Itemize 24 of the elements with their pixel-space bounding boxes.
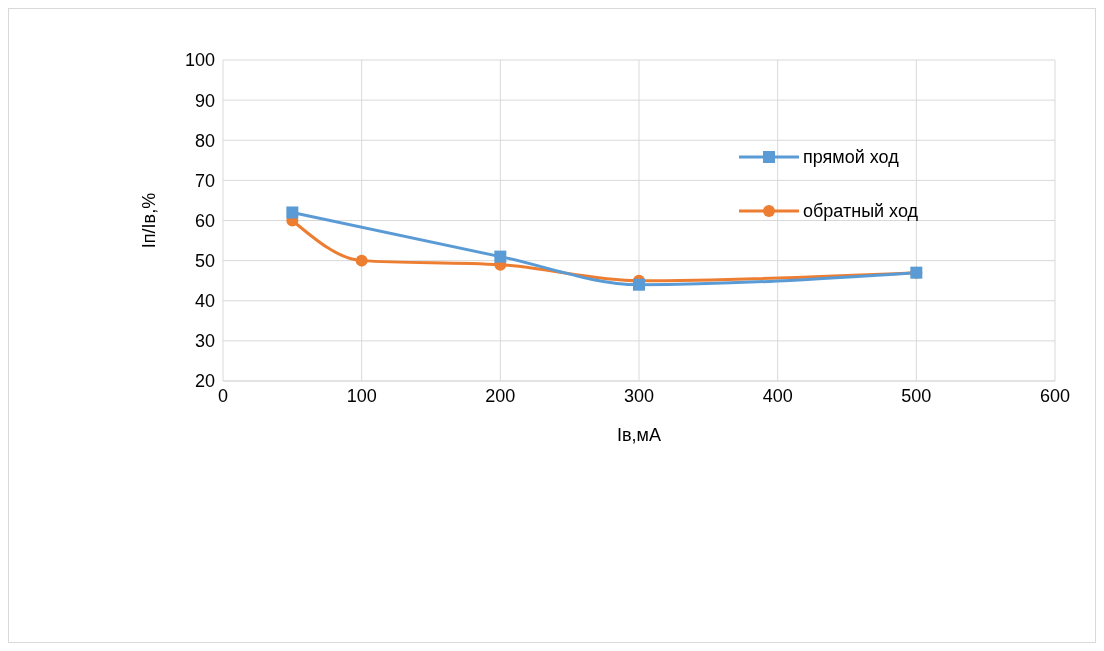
y-tick-label: 40 <box>194 291 215 312</box>
y-axis-title: Iп/Iв,% <box>139 192 160 249</box>
y-tick-label: 20 <box>194 371 215 392</box>
x-tick-label: 500 <box>901 385 932 406</box>
point <box>633 278 645 291</box>
point <box>355 254 368 267</box>
y-tick-label: 30 <box>194 331 215 352</box>
y-tick-label: 80 <box>194 130 215 151</box>
x-tick-label: 200 <box>485 385 516 406</box>
x-tick-label: 300 <box>623 385 655 406</box>
y-tick-label: 50 <box>194 251 215 272</box>
y-tick-label: 100 <box>184 50 215 71</box>
x-tick-label: 100 <box>346 385 377 406</box>
point <box>494 250 507 263</box>
y-tick-label: 90 <box>194 90 215 111</box>
legend-label: обратный ход <box>803 200 919 222</box>
x-tick-label: 400 <box>762 385 793 406</box>
point <box>286 206 299 219</box>
y-tick-label: 70 <box>194 170 215 191</box>
y-tick-label: 60 <box>194 210 215 231</box>
x-tick-label: 600 <box>1039 385 1071 406</box>
x-tick-label: 0 <box>217 385 229 406</box>
x-axis-title: Iв,мА <box>617 425 661 445</box>
legend-label: прямой ход <box>803 146 899 168</box>
